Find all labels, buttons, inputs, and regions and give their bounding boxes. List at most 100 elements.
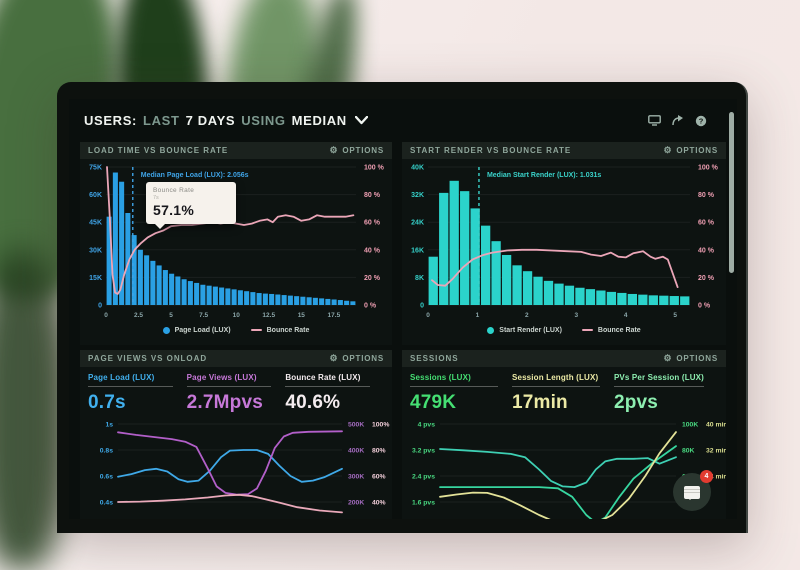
- svg-text:24 min: 24 min: [706, 474, 726, 481]
- options-button[interactable]: ⚙ OPTIONS: [663, 145, 718, 156]
- share-icon[interactable]: [672, 115, 684, 126]
- svg-text:0: 0: [98, 303, 102, 310]
- header-seg: USING: [241, 113, 286, 128]
- svg-text:7.5: 7.5: [199, 312, 208, 319]
- svg-text:400K: 400K: [348, 448, 364, 455]
- svg-text:20 %: 20 %: [364, 275, 381, 282]
- svg-text:1: 1: [476, 312, 480, 319]
- page-views-onload-chart: 1s 500K 100% 0.8s 400K 80% 0.6s 300K 60% 0.4s 200K…: [100, 422, 389, 514]
- svg-text:?: ?: [699, 116, 704, 125]
- metric-value: 479K: [410, 392, 457, 413]
- legend-dot: [487, 326, 495, 334]
- svg-text:0 %: 0 %: [698, 303, 711, 310]
- chat-widget-button[interactable]: 4: [673, 470, 713, 511]
- svg-text:20 %: 20 %: [698, 275, 715, 282]
- svg-text:Median Page Load (LUX): 2.056s: Median Page Load (LUX): 2.056s: [141, 172, 249, 179]
- svg-text:40K: 40K: [411, 165, 424, 172]
- legend-start-render[interactable]: Start Render (LUX): [487, 326, 562, 334]
- svg-text:60 %: 60 %: [698, 220, 715, 227]
- svg-text:12.5: 12.5: [262, 312, 275, 319]
- panel-sessions: SESSIONS ⚙ OPTIONS Sessions (LUX) 479K S…: [402, 350, 726, 519]
- gear-icon: ⚙: [663, 145, 673, 155]
- metric-bounce-rate: Bounce Rate (LUX) 40.6%: [285, 373, 384, 414]
- svg-text:5: 5: [673, 312, 677, 319]
- svg-text:0: 0: [104, 312, 108, 319]
- chat-notification-badge: 4: [700, 470, 713, 483]
- svg-text:40 %: 40 %: [364, 247, 381, 254]
- options-button[interactable]: ⚙ OPTIONS: [664, 354, 718, 364]
- svg-text:100 %: 100 %: [364, 165, 385, 172]
- svg-text:Median Start Render (LUX): 1.0: Median Start Render (LUX): 1.031s: [487, 172, 601, 179]
- metric-label: Session Length (LUX): [511, 373, 599, 382]
- tooltip-subtitle: 7s: [153, 195, 159, 201]
- metrics-row: Sessions (LUX) 479K Session Length (LUX)…: [402, 367, 726, 414]
- svg-text:80 %: 80 %: [364, 192, 381, 199]
- svg-text:75K: 75K: [89, 165, 102, 172]
- svg-text:15K: 15K: [89, 275, 102, 282]
- panel-start-render: START RENDER VS BOUNCE RATE ⚙ OPTIONS 40…: [402, 142, 726, 345]
- header-seg: LAST: [143, 113, 180, 128]
- svg-text:45K: 45K: [89, 220, 102, 227]
- dashboard-header: USERS: LAST 7 DAYS USING MEDIAN ?: [69, 99, 737, 142]
- metric-label: Page Views (LUX): [186, 373, 257, 382]
- svg-text:40 min: 40 min: [706, 422, 726, 429]
- legend-dot: [162, 326, 170, 334]
- svg-text:60 %: 60 %: [364, 220, 381, 227]
- scrollbar-thumb[interactable]: [729, 112, 734, 273]
- svg-text:1.6 pvs: 1.6 pvs: [412, 500, 435, 507]
- tooltip-title: Bounce Rate: [153, 187, 195, 194]
- options-button[interactable]: ⚙ OPTIONS: [330, 354, 384, 364]
- chevron-down-icon: [354, 112, 369, 130]
- start-render-chart: 40K 32K 24K 16K 8K 0 100 % 80 % 60 % 40 % 20 % 0 % 0…: [411, 165, 718, 320]
- svg-text:0.8s: 0.8s: [100, 448, 113, 455]
- metric-page-load: Page Load (LUX) 0.7s: [88, 373, 187, 414]
- chat-bubble-icon: [684, 485, 700, 500]
- svg-text:2.5: 2.5: [134, 312, 143, 319]
- options-label: OPTIONS: [342, 146, 384, 155]
- panel-title: SESSIONS: [410, 354, 459, 363]
- svg-text:17.5: 17.5: [328, 312, 341, 319]
- legend-label: Start Render (LUX): [499, 326, 562, 334]
- svg-text:10: 10: [233, 312, 241, 319]
- svg-text:4 pvs: 4 pvs: [418, 422, 436, 429]
- metric-label: Bounce Rate (LUX): [285, 373, 361, 382]
- svg-text:5: 5: [169, 312, 173, 319]
- svg-text:40 %: 40 %: [698, 247, 715, 254]
- legend-bounce-rate[interactable]: Bounce Rate: [581, 327, 641, 334]
- options-button[interactable]: ⚙ OPTIONS: [330, 146, 384, 156]
- options-label: OPTIONS: [342, 354, 384, 363]
- options-label: OPTIONS: [676, 354, 718, 363]
- svg-text:80 %: 80 %: [698, 192, 715, 199]
- legend-page-load[interactable]: Page Load (LUX): [162, 326, 231, 334]
- metric-session-length: Session Length (LUX) 17min: [511, 373, 614, 414]
- svg-text:0.6s: 0.6s: [100, 474, 113, 481]
- svg-text:0.4s: 0.4s: [100, 500, 113, 507]
- svg-text:4: 4: [624, 312, 628, 319]
- svg-text:1s: 1s: [105, 422, 113, 429]
- monitor-icon[interactable]: [648, 115, 661, 126]
- users-range-dropdown[interactable]: USERS: LAST 7 DAYS USING MEDIAN: [84, 112, 369, 130]
- svg-text:30K: 30K: [89, 247, 102, 254]
- load-time-chart: 75K 60K 45K 30K 15K 0 100 % 80 % 60 % 40 % 20 % 0 %…: [89, 165, 385, 320]
- svg-text:300K: 300K: [348, 474, 364, 481]
- panels-grid: LOAD TIME VS BOUNCE RATE ⚙ OPTIONS 75K 60…: [80, 142, 726, 519]
- svg-text:2: 2: [525, 312, 529, 319]
- svg-text:32K: 32K: [411, 192, 424, 199]
- svg-text:80%: 80%: [372, 448, 386, 455]
- legend-bounce-rate[interactable]: Bounce Rate: [250, 326, 310, 334]
- svg-text:32 min: 32 min: [706, 448, 726, 455]
- svg-text:0 %: 0 %: [364, 303, 377, 310]
- metric-label: Sessions (LUX): [410, 373, 471, 382]
- tooltip-value: 57.1%: [153, 202, 195, 218]
- legend-label: Bounce Rate: [266, 326, 310, 334]
- metric-sessions: Sessions (LUX) 479K: [410, 373, 512, 414]
- bounce-rate-tooltip: Bounce Rate 7s 57.1%: [146, 182, 236, 229]
- svg-text:500K: 500K: [348, 422, 364, 429]
- panel-load-time: LOAD TIME VS BOUNCE RATE ⚙ OPTIONS 75K 60…: [80, 142, 392, 345]
- svg-text:2.4 pvs: 2.4 pvs: [412, 474, 435, 481]
- svg-text:100%: 100%: [372, 422, 389, 429]
- metric-value: 2.7Mpvs: [186, 392, 263, 413]
- help-icon[interactable]: ?: [695, 115, 707, 127]
- svg-text:8K: 8K: [415, 275, 424, 282]
- metric-value: 2pvs: [613, 392, 659, 413]
